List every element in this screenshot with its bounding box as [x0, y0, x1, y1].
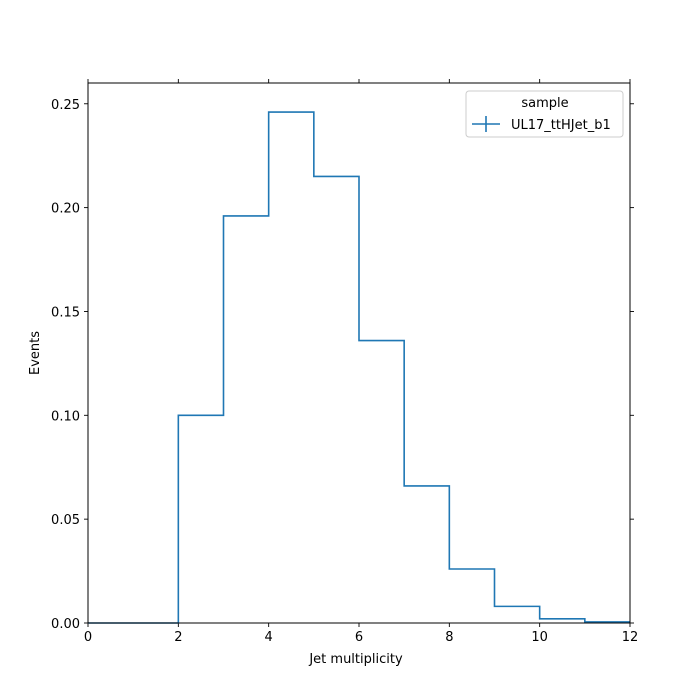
x-tick-label: 0 — [84, 630, 92, 645]
axis-tick-labels: 0 2 4 6 8 10 12 0.00 0.05 0.10 0.15 0.20 0.25 — [51, 98, 638, 645]
legend-series-label: UL17_ttHJet_b1 — [511, 118, 611, 133]
x-tick-label: 6 — [355, 630, 363, 645]
y-tick-label: 0.20 — [51, 202, 80, 217]
y-tick-label: 0.05 — [51, 513, 80, 528]
y-tick-label: 0.00 — [51, 617, 80, 632]
legend: sample UL17_ttHJet_b1 — [465, 90, 624, 138]
x-tick-label: 2 — [174, 630, 182, 645]
y-tick-label: 0.15 — [51, 305, 80, 320]
y-tick-label: 0.25 — [51, 98, 80, 113]
x-tick-label: 10 — [531, 630, 548, 645]
y-tick-label: 0.10 — [51, 409, 80, 424]
x-tick-label: 8 — [445, 630, 453, 645]
legend-box — [465, 90, 624, 138]
y-axis-label: Events — [28, 331, 43, 375]
axis-ticks — [84, 79, 634, 627]
legend-title: sample — [521, 96, 568, 111]
histogram-step-line — [88, 111, 630, 624]
plot-frame — [87, 82, 631, 624]
x-axis-label: Jet multiplicity — [308, 652, 403, 667]
x-tick-label: 12 — [622, 630, 639, 645]
x-tick-label: 4 — [265, 630, 273, 645]
